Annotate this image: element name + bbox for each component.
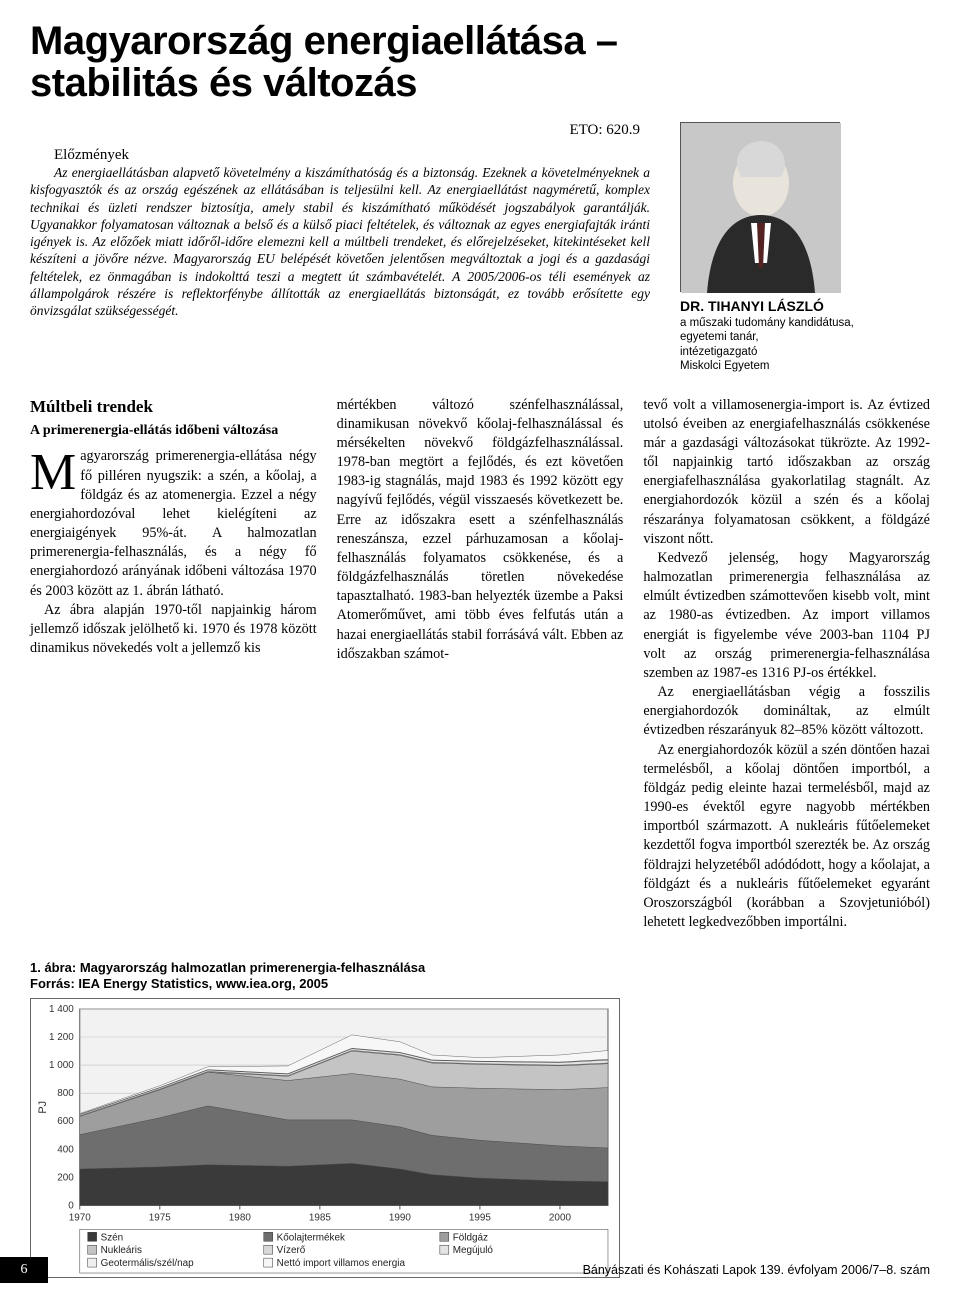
svg-text:PJ: PJ: [37, 1101, 49, 1114]
paragraph-2: Az ábra alapján 1970-től napjainkig háro…: [30, 601, 317, 659]
paragraph-5: Kedvező jelenség, hogy Magyarország halm…: [643, 549, 930, 683]
eto-code: ETO: 620.9: [30, 122, 650, 139]
figure-caption: 1. ábra: Magyarország halmozatlan primer…: [30, 960, 620, 993]
svg-text:800: 800: [57, 1088, 74, 1099]
svg-text:Földgáz: Földgáz: [453, 1232, 488, 1243]
page-footer: 6 Bányászati és Kohászati Lapok 139. évf…: [0, 1257, 960, 1283]
figure-1: 1. ábra: Magyarország halmozatlan primer…: [30, 960, 620, 1284]
svg-text:0: 0: [68, 1200, 74, 1211]
svg-text:1985: 1985: [309, 1212, 332, 1223]
svg-text:1 400: 1 400: [49, 1004, 74, 1015]
svg-text:1 000: 1 000: [49, 1060, 74, 1071]
paragraph-1: Magyarország primerenergia-ellátása négy…: [30, 447, 317, 600]
section-heading: Múltbeli trendek: [30, 396, 317, 419]
svg-text:1 200: 1 200: [49, 1032, 74, 1043]
svg-text:Vízerő: Vízerő: [277, 1245, 306, 1256]
svg-text:1990: 1990: [389, 1212, 412, 1223]
abstract-heading: Előzmények: [54, 147, 650, 164]
author-credentials: a műszaki tudomány kandidátusa, egyetemi…: [680, 316, 900, 374]
svg-text:1975: 1975: [149, 1212, 172, 1223]
svg-text:1995: 1995: [469, 1212, 492, 1223]
svg-text:600: 600: [57, 1116, 74, 1127]
section-subheading: A primerenergia-ellátás időbeni változás…: [30, 422, 317, 441]
svg-text:Nukleáris: Nukleáris: [101, 1245, 142, 1256]
svg-text:2000: 2000: [549, 1212, 572, 1223]
svg-text:1980: 1980: [229, 1212, 252, 1223]
abstract-block: ETO: 620.9 Előzmények Az energiaellátásb…: [30, 122, 650, 374]
svg-text:Kőolajtermékek: Kőolajtermékek: [277, 1232, 345, 1243]
svg-text:1970: 1970: [69, 1212, 92, 1223]
stacked-area-chart: 0 200 400 600 800 1 000 1 200 1 400 PJ 1970 1975 19…: [30, 998, 620, 1278]
journal-reference: Bányászati és Kohászati Lapok 139. évfol…: [583, 1263, 930, 1277]
author-photo: [680, 122, 840, 292]
svg-text:Szén: Szén: [101, 1232, 124, 1243]
author-block: DR. TIHANYI LÁSZLÓ a műszaki tudomány ka…: [680, 122, 900, 374]
body-columns: Múltbeli trendek A primerenergia-ellátás…: [30, 396, 930, 946]
svg-text:200: 200: [57, 1172, 74, 1183]
paragraph-4: tevő volt a villamosenergia-import is. A…: [643, 396, 930, 549]
paragraph-7: Az energiahordozók közül a szén döntően …: [643, 741, 930, 933]
page-number: 6: [0, 1257, 48, 1283]
svg-text:Megújuló: Megújuló: [453, 1245, 494, 1256]
svg-text:400: 400: [57, 1144, 74, 1155]
header-row: ETO: 620.9 Előzmények Az energiaellátásb…: [30, 122, 930, 374]
article-title: Magyarország energiaellátása – stabilitá…: [30, 20, 650, 104]
paragraph-6: Az energiaellátásban végig a fosszilis e…: [643, 683, 930, 741]
paragraph-3: mértékben változó szénfelhasználással, d…: [337, 396, 624, 664]
author-name: DR. TIHANYI LÁSZLÓ: [680, 298, 900, 314]
abstract-text: Az energiaellátásban alapvető követelmén…: [30, 164, 650, 319]
